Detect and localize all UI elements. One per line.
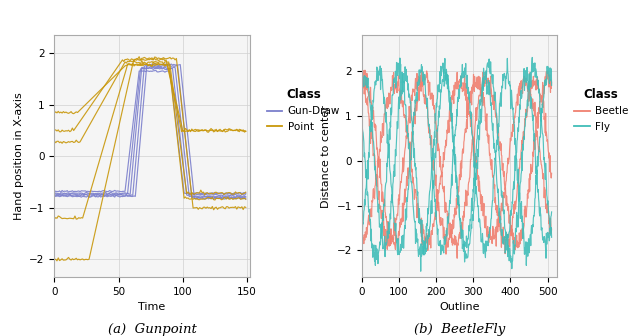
Legend: Beetle, Fly: Beetle, Fly <box>570 84 632 136</box>
Text: (a)  Gunpoint: (a) Gunpoint <box>108 323 196 336</box>
Y-axis label: Hand position in X-axis: Hand position in X-axis <box>13 92 24 220</box>
X-axis label: Outline: Outline <box>439 302 479 312</box>
X-axis label: Time: Time <box>138 302 166 312</box>
Y-axis label: Distance to center: Distance to center <box>321 105 331 208</box>
Legend: Gun-Draw, Point: Gun-Draw, Point <box>262 84 344 136</box>
Text: (b)  BeetleFly: (b) BeetleFly <box>413 323 505 336</box>
